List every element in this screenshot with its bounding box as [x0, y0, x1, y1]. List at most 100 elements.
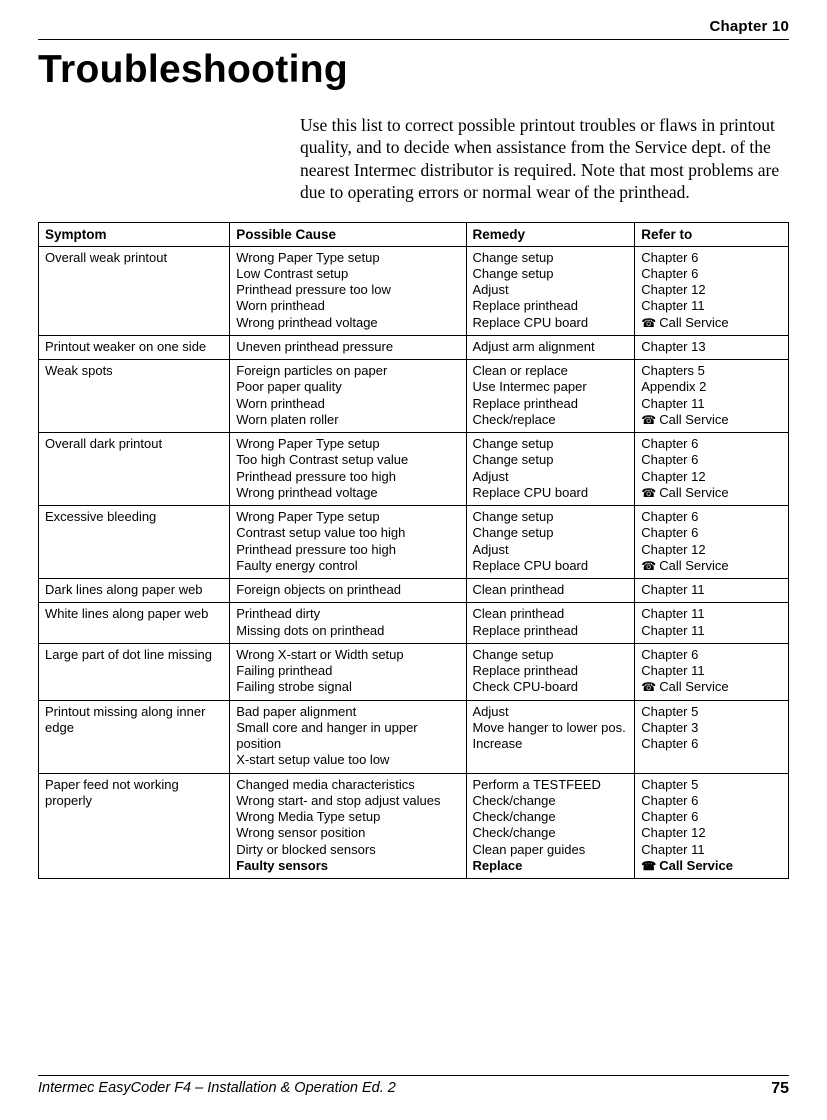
cell-cause-line: Changed media characteristics: [236, 777, 459, 793]
refer-line: Chapter 6: [641, 436, 782, 452]
cell-cause-line: Worn platen roller: [236, 412, 459, 428]
cell-symptom: Large part of dot line missing: [39, 643, 230, 700]
cell-remedy-line: Clean paper guides: [473, 842, 629, 858]
cell-cause-line: Wrong Paper Type setup: [236, 250, 459, 266]
cell-remedy-line: Change setup: [473, 250, 629, 266]
cell-cause-line: Failing printhead: [236, 663, 459, 679]
page-footer: Intermec EasyCoder F4 – Installation & O…: [38, 1075, 789, 1098]
refer-line: Chapter 6: [641, 809, 782, 825]
cell-symptom: Excessive bleeding: [39, 506, 230, 579]
cell-remedy-line: Replace printhead: [473, 298, 629, 314]
cell-refer: Chapter 6Chapter 11 ☎Call Service: [635, 643, 789, 700]
refer-line: Chapter 11: [641, 842, 782, 858]
cell-cause-line: Small core and hanger in upper position: [236, 720, 459, 753]
refer-text: Call Service: [659, 485, 728, 500]
refer-text: Chapter 11: [641, 663, 704, 678]
refer-text: Chapter 6: [641, 250, 698, 265]
cell-remedy-line: Perform a TESTFEED: [473, 777, 629, 793]
troubleshoot-table: Symptom Possible Cause Remedy Refer to O…: [38, 222, 789, 880]
refer-text: Call Service: [659, 858, 733, 873]
phone-icon: ☎: [641, 317, 656, 329]
cell-cause-line: Contrast setup value too high: [236, 525, 459, 541]
refer-text: Chapter 11: [641, 842, 704, 857]
cell-remedy-line: Change setup: [473, 525, 629, 541]
refer-line: ☎Call Service: [641, 558, 782, 574]
cell-remedy-line: Check/change: [473, 825, 629, 841]
cell-remedy: Clean printheadReplace printhead: [466, 603, 635, 644]
refer-text: Chapters 5: [641, 363, 705, 378]
table-row: Large part of dot line missing Wrong X-st…: [39, 643, 789, 700]
cell-cause-line: Wrong Paper Type setup: [236, 436, 459, 452]
col-header-cause: Possible Cause: [230, 222, 466, 246]
refer-line: Chapter 6: [641, 525, 782, 541]
refer-line: Chapter 12: [641, 282, 782, 298]
cell-remedy-line: Replace: [473, 858, 629, 874]
refer-line: ☎Call Service: [641, 485, 782, 501]
cell-refer: Chapter 6Chapter 6Chapter 12Chapter 11☎C…: [635, 246, 789, 335]
cell-cause: Changed media characteristicsWrong start…: [230, 773, 466, 879]
refer-text: Chapter 6: [641, 436, 698, 451]
cell-refer: Chapter 6Chapter 6Chapter 12☎Call Servic…: [635, 506, 789, 579]
refer-text: Chapter 6: [641, 647, 698, 662]
refer-text: Chapter 11: [641, 396, 704, 411]
cell-remedy-line: Adjust: [473, 542, 629, 558]
cell-remedy: Clean printhead: [466, 579, 635, 603]
cell-remedy-line: Replace CPU board: [473, 485, 629, 501]
phone-icon: ☎: [641, 860, 656, 872]
footer-page-number: 75: [771, 1080, 789, 1098]
refer-line: Chapter 11: [641, 298, 782, 314]
cell-remedy-line: Replace CPU board: [473, 315, 629, 331]
cell-remedy-line: Change setup: [473, 452, 629, 468]
cell-remedy-line: Adjust: [473, 469, 629, 485]
phone-icon: ☎: [641, 487, 656, 499]
cell-remedy-line: Check/change: [473, 809, 629, 825]
cell-remedy-line: Move hanger to lower pos.: [473, 720, 629, 736]
cell-symptom: White lines along paper web: [39, 603, 230, 644]
phone-icon: ☎: [641, 414, 656, 426]
table-row: Printout missing along inner edgeBad pap…: [39, 700, 789, 773]
footer-doc-title: Intermec EasyCoder F4 – Installation & O…: [38, 1080, 396, 1098]
phone-icon: ☎: [641, 681, 656, 693]
cell-remedy-line: Change setup: [473, 436, 629, 452]
cell-cause-line: Wrong printhead voltage: [236, 315, 459, 331]
cell-remedy: Change setupChange setupAdjustReplace CP…: [466, 506, 635, 579]
refer-text: Chapter 12: [641, 542, 705, 557]
cell-cause-line: Wrong X-start or Width setup: [236, 647, 459, 663]
cell-remedy: Clean or replaceUse Intermec paperReplac…: [466, 360, 635, 433]
page-title: Troubleshooting: [38, 48, 789, 92]
refer-text: Chapter 11: [641, 582, 704, 597]
cell-cause-line: Wrong Media Type setup: [236, 809, 459, 825]
refer-text: Chapter 6: [641, 525, 698, 540]
cell-symptom: Overall dark printout: [39, 433, 230, 506]
cell-remedy: Change setupChange setupAdjustReplace CP…: [466, 433, 635, 506]
col-header-remedy: Remedy: [466, 222, 635, 246]
cell-cause-line: Failing strobe signal: [236, 679, 459, 695]
refer-text: Chapter 5: [641, 777, 698, 792]
table-row: White lines along paper webPrinthead dir…: [39, 603, 789, 644]
refer-text: Appendix 2: [641, 379, 706, 394]
refer-text: Chapter 12: [641, 825, 705, 840]
cell-refer: Chapter 5Chapter 3Chapter 6: [635, 700, 789, 773]
cell-cause: Bad paper alignmentSmall core and hanger…: [230, 700, 466, 773]
cell-refer: Chapter 11Chapter 11: [635, 603, 789, 644]
cell-cause-line: Printhead pressure too low: [236, 282, 459, 298]
refer-text: Chapter 11: [641, 623, 704, 638]
refer-line: Chapter 6: [641, 736, 782, 752]
cell-cause-line: Printhead pressure too high: [236, 469, 459, 485]
refer-line: Chapter 5: [641, 777, 782, 793]
refer-text: Chapter 6: [641, 793, 698, 808]
cell-cause-line: Faulty energy control: [236, 558, 459, 574]
refer-line: ☎Call Service: [641, 315, 782, 331]
cell-cause: Foreign objects on printhead: [230, 579, 466, 603]
refer-line: Chapter 11: [641, 396, 782, 412]
cell-remedy-line: Check CPU-board: [473, 679, 629, 695]
phone-icon: ☎: [641, 560, 656, 572]
refer-line: Chapter 6: [641, 647, 782, 663]
cell-refer: Chapter 13: [635, 335, 789, 359]
refer-text: Call Service: [659, 679, 728, 694]
table-row: Paper feed not working properlyChanged m…: [39, 773, 789, 879]
cell-symptom: Printout weaker on one side: [39, 335, 230, 359]
cell-remedy-line: Use Intermec paper: [473, 379, 629, 395]
cell-cause-line: Wrong Paper Type setup: [236, 509, 459, 525]
table-row: Excessive bleeding Wrong Paper Type setup…: [39, 506, 789, 579]
